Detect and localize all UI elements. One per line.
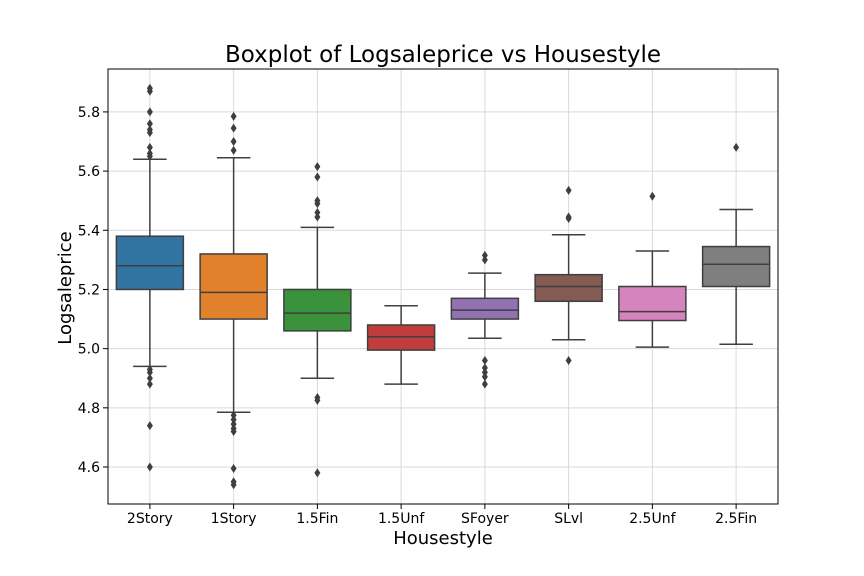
iqr-box — [450, 297, 520, 320]
outlier-point — [733, 142, 740, 152]
x-tick-label: SFoyer — [461, 511, 509, 527]
outlier-point — [481, 379, 488, 389]
box-2story — [115, 83, 185, 472]
x-axis-label: Housestyle — [393, 528, 493, 549]
y-tick-label: 5.8 — [78, 105, 100, 121]
iqr-box — [115, 235, 185, 291]
outlier-point — [146, 462, 153, 472]
iqr-box — [283, 288, 352, 332]
outlier-point — [230, 463, 237, 473]
x-tick-label: 1Story — [211, 511, 257, 527]
outlier-point — [314, 199, 321, 209]
iqr-box — [199, 253, 268, 320]
outlier-point — [146, 128, 153, 138]
outlier-point — [314, 395, 321, 405]
outlier-point — [649, 191, 656, 201]
y-tick-label: 4.8 — [78, 401, 100, 417]
y-tick-label: 5.2 — [78, 282, 100, 298]
outlier-point — [230, 427, 237, 436]
box-slvl — [534, 185, 603, 365]
chart-title: Boxplot of Logsaleprice vs Housestyle — [225, 42, 661, 68]
outlier-point — [146, 373, 153, 383]
outlier-point — [314, 172, 321, 182]
iqr-box — [701, 245, 771, 288]
y-tick-label: 5.0 — [78, 342, 100, 358]
x-tick-label: SLvl — [554, 511, 583, 527]
box-1story — [199, 111, 268, 490]
iqr-box — [618, 285, 687, 322]
box-2-5fin — [701, 142, 771, 345]
x-tick-label: 2.5Unf — [629, 511, 676, 527]
outlier-point — [146, 107, 153, 117]
outlier-point — [146, 86, 153, 96]
x-axis-ticks: 2Story 1Story 1.5Fin 1.5Unf SFoyer SLvl 2.5Unf… — [127, 504, 757, 527]
outlier-point — [230, 145, 237, 155]
plot-frame — [107, 68, 779, 505]
x-tick-label: 2Story — [127, 511, 173, 527]
box-1-5unf — [366, 304, 436, 385]
outlier-point — [230, 480, 237, 490]
outlier-point — [314, 212, 321, 222]
outlier-point — [146, 367, 153, 377]
y-tick-label: 4.6 — [78, 460, 100, 476]
x-tick-label: 1.5Fin — [296, 511, 338, 527]
outlier-point — [565, 213, 572, 223]
x-tick-label: 1.5Unf — [378, 511, 425, 527]
outlier-point — [481, 355, 488, 365]
y-axis-ticks: 4.6 4.8 5.0 5.2 5.4 5.6 5.8 — [78, 105, 108, 476]
outlier-point — [146, 151, 153, 161]
outlier-point — [314, 162, 321, 172]
iqr-box — [534, 273, 603, 303]
outlier-point — [565, 355, 572, 365]
y-axis-label: Logsaleprice — [55, 231, 76, 344]
outlier-point — [146, 421, 153, 431]
outlier-point — [314, 468, 321, 478]
outlier-point — [146, 142, 153, 152]
x-tick-label: 2.5Fin — [715, 511, 757, 527]
outlier-point — [146, 119, 153, 129]
outlier-point — [230, 137, 237, 146]
box-1-5fin — [283, 162, 352, 478]
outlier-point — [481, 255, 488, 265]
outlier-point — [230, 123, 237, 133]
outlier-point — [565, 185, 572, 195]
outlier-point — [146, 379, 153, 389]
box-2-5unf — [618, 191, 687, 348]
outlier-point — [230, 111, 237, 121]
outlier-point — [481, 372, 488, 382]
box-series — [115, 83, 771, 490]
box-sfoyer — [450, 250, 520, 389]
y-tick-label: 5.4 — [78, 223, 100, 239]
y-tick-label: 5.6 — [78, 164, 100, 180]
